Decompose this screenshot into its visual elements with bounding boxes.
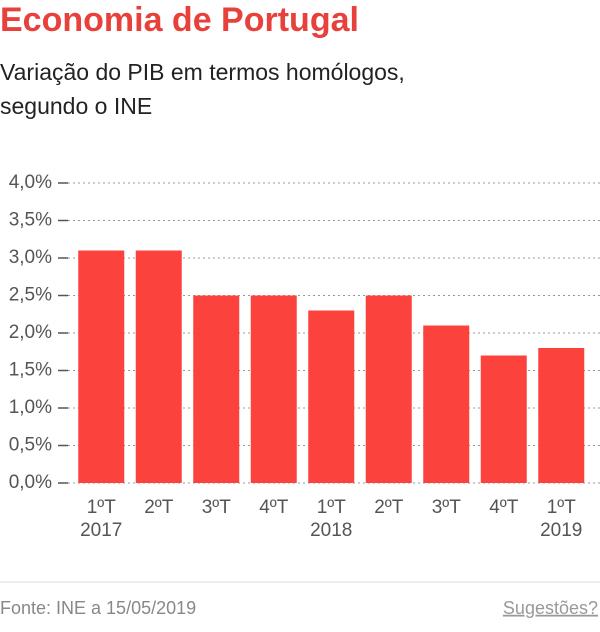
source-note: Fonte: INE a 15/05/2019 [0,598,196,618]
y-tick-label: 1,5% [9,360,52,381]
chart-subtitle: segundo o INE [0,93,152,119]
x-group-label: 2019 [540,520,582,541]
x-tick-label: 1ºT [87,497,117,518]
x-tick-label: 4ºT [259,497,289,518]
bar [365,295,412,483]
feedback-link[interactable]: Sugestões? [503,598,598,618]
y-tick-label: 1,0% [9,397,52,418]
x-tick-label: 1ºT [547,497,577,518]
bar [538,348,585,483]
x-tick-label: 2ºT [374,497,404,518]
chart-subtitle: Variação do PIB em termos homólogos, [0,59,405,85]
bar [308,310,355,483]
x-tick-label: 4ºT [489,497,519,518]
x-tick-label: 2ºT [144,497,174,518]
bar [135,250,182,483]
y-tick-label: 0,5% [9,435,52,456]
y-tick-label: 0,0% [9,472,52,493]
x-tick-label: 3ºT [432,497,462,518]
bar [480,355,527,483]
bar [193,295,240,483]
x-group-label: 2018 [310,520,352,541]
y-tick-label: 4,0% [9,172,52,193]
y-tick-label: 3,5% [9,210,52,231]
x-group-label: 2017 [80,520,122,541]
bar [423,325,470,483]
x-tick-label: 1ºT [317,497,347,518]
bar [250,295,297,483]
x-tick-label: 3ºT [202,497,232,518]
bar [78,250,125,483]
y-tick-label: 2,5% [9,285,52,306]
chart-title: Economia de Portugal [0,1,359,39]
y-tick-label: 3,0% [9,247,52,268]
y-tick-label: 2,0% [9,322,52,343]
